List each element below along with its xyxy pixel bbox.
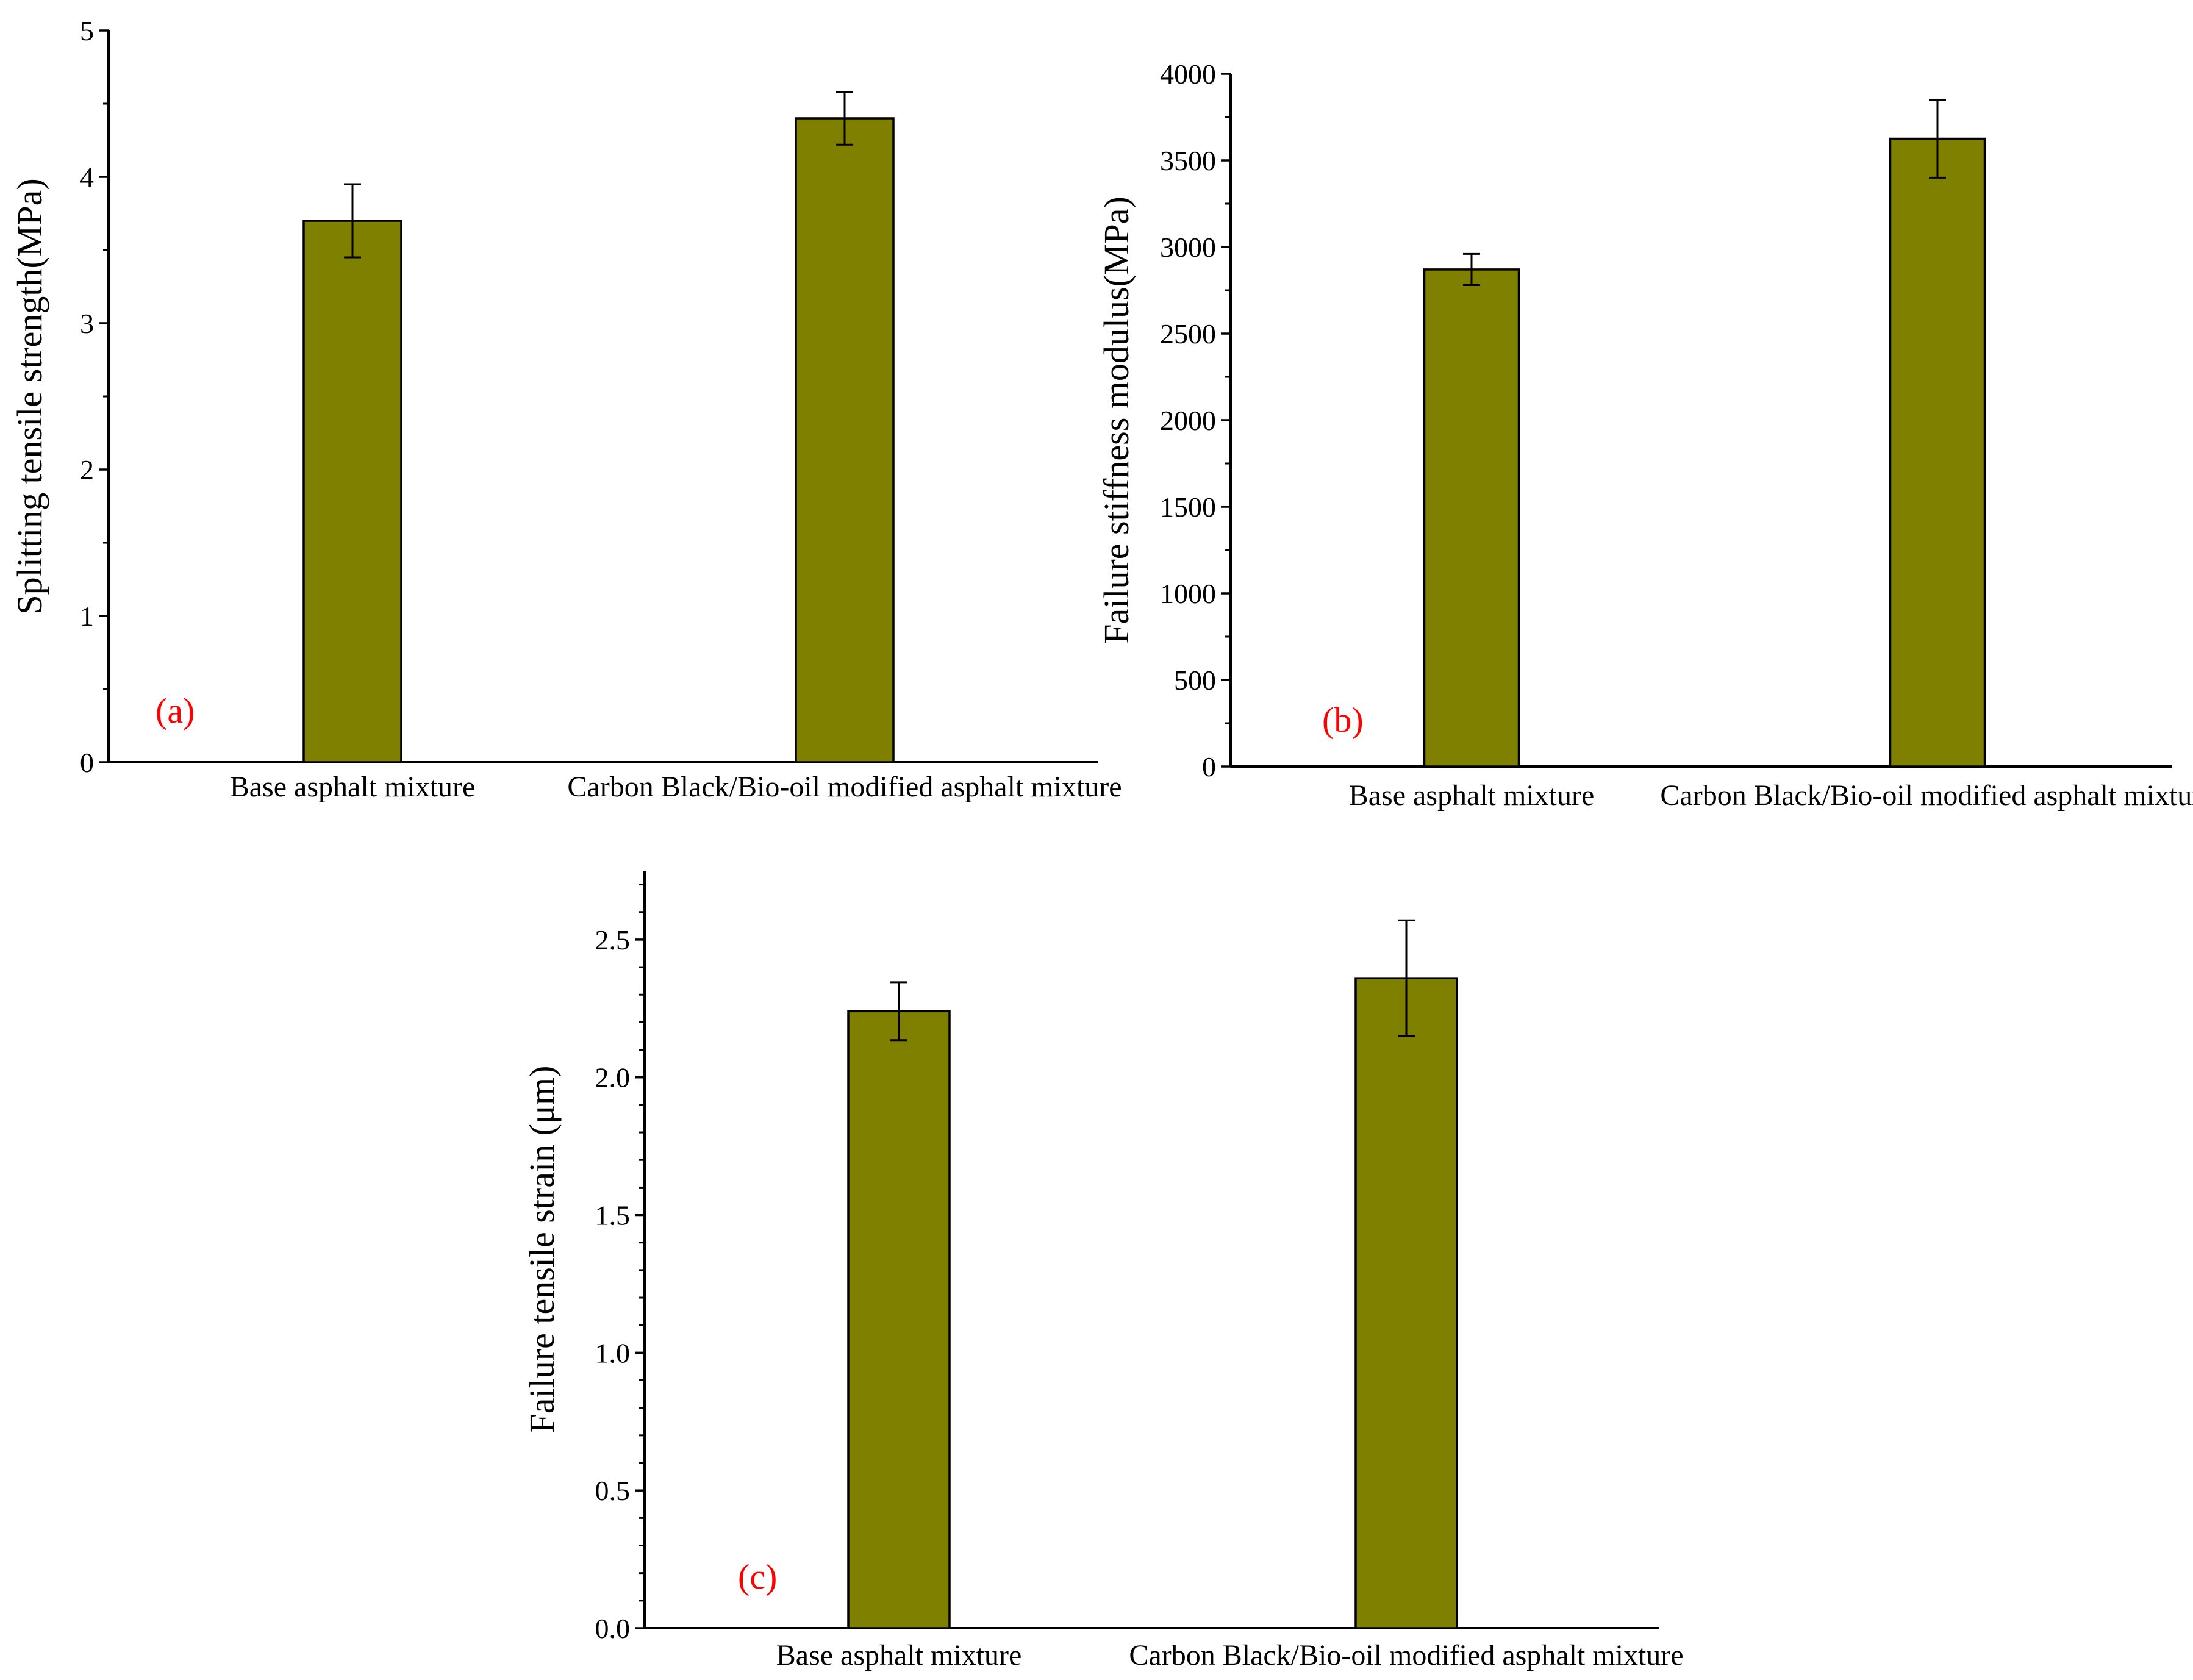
y-tick-label: 1500: [1160, 491, 1216, 523]
y-tick-label: 2500: [1160, 318, 1216, 349]
y-tick-label: 0: [1202, 751, 1216, 782]
y-tick-label: 1: [80, 601, 94, 632]
y-tick-label: 0: [80, 747, 94, 778]
x-category-label: Base asphalt mixture: [1349, 779, 1595, 812]
panel-label: (c): [738, 1557, 777, 1596]
y-tick-label: 500: [1174, 665, 1216, 696]
panel-label: (a): [156, 691, 195, 731]
y-tick-label: 0.5: [595, 1475, 631, 1506]
y-tick-label: 3000: [1160, 232, 1216, 263]
y-tick-label: 3: [80, 308, 94, 339]
y-tick-label: 2.5: [595, 924, 631, 956]
y-tick-label: 2000: [1160, 405, 1216, 436]
y-tick-label: 2: [80, 454, 94, 485]
bar-carbon-black-bio-oil-modified: [1889, 137, 1986, 768]
bar-base-asphalt-mixture: [1423, 268, 1520, 768]
x-category-label: Carbon Black/Bio-oil modified asphalt mi…: [567, 771, 1122, 803]
y-tick-label: 4000: [1160, 59, 1216, 90]
y-tick-label: 5: [80, 15, 94, 46]
x-category-label: Carbon Black/Bio-oil modified asphalt mi…: [1129, 1639, 1683, 1671]
x-category-label: Base asphalt mixture: [230, 771, 476, 803]
y-tick-label: 1.5: [595, 1200, 631, 1231]
chart-panel-a: 0 1 2 3 4 5 Base asphalt mixture Carbon Black/B…: [10, 15, 1122, 803]
y-tick-label: 1000: [1160, 578, 1216, 609]
bar-base-asphalt-mixture: [847, 1010, 951, 1629]
bar-carbon-black-bio-oil-modified: [1354, 977, 1458, 1629]
y-tick-label: 2.0: [595, 1062, 631, 1093]
x-category-label: Base asphalt mixture: [776, 1639, 1022, 1671]
chart-panel-c: 0.0 0.5 1.0 1.5 2.0 2.5 Base asphalt mixture Ca…: [522, 871, 1684, 1671]
bar-base-asphalt-mixture: [302, 220, 402, 763]
y-tick-label: 3500: [1160, 145, 1216, 176]
y-axis-title: Splitting tensile strength(MPa): [10, 178, 49, 614]
x-category-label: Carbon Black/Bio-oil modified asphalt mi…: [1660, 779, 2193, 812]
y-tick-label: 0.0: [595, 1613, 631, 1644]
chart-panel-b: 0 500 1000 1500 2000 2500 3000 3500 4000 Base asp…: [1096, 59, 2193, 812]
y-axis-title: Failure tensile strain (μm): [522, 1066, 562, 1434]
y-tick-label: 4: [80, 162, 94, 193]
y-axis-title: Failure stiffness modulus(MPa): [1096, 196, 1136, 644]
panel-label: (b): [1322, 700, 1364, 740]
bar-carbon-black-bio-oil-modified: [795, 117, 895, 763]
y-tick-label: 1.0: [595, 1337, 631, 1368]
